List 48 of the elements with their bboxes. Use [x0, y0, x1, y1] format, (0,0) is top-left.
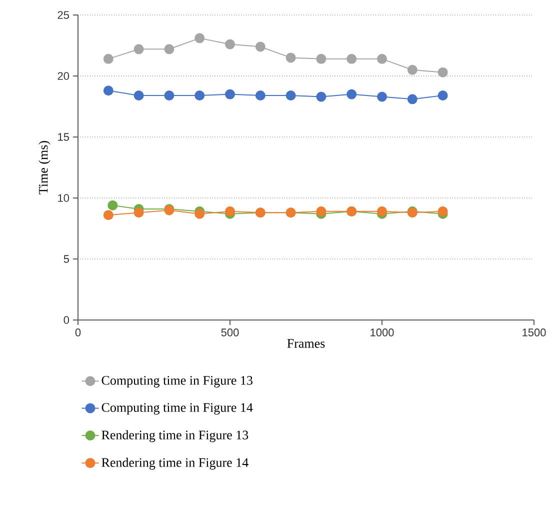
y-tick-label: 0 — [64, 316, 70, 324]
point — [316, 206, 326, 216]
point — [438, 67, 448, 78]
point — [164, 90, 174, 101]
point — [407, 64, 418, 75]
point — [286, 52, 296, 63]
point — [194, 90, 205, 101]
x-tick-label: 0 — [75, 328, 81, 336]
y-tick-label: 10 — [58, 194, 70, 202]
point — [316, 92, 326, 102]
x-tick-label: 1500 — [522, 328, 546, 336]
y-tick-label: 5 — [64, 255, 69, 263]
point — [164, 44, 174, 54]
point — [255, 42, 266, 52]
point — [194, 208, 205, 219]
point — [134, 208, 144, 218]
point — [225, 89, 236, 100]
x-tick-label: 500 — [221, 328, 239, 336]
point — [103, 210, 114, 220]
point — [346, 89, 357, 100]
point — [194, 33, 205, 44]
legend-label: Computing time in Figure 13 — [102, 376, 252, 388]
point — [316, 54, 326, 64]
y-tick-label: 20 — [58, 72, 70, 80]
x-axis-title: Frames — [287, 339, 325, 348]
x-tick-label: 1000 — [370, 328, 394, 336]
point — [255, 90, 266, 101]
point — [108, 200, 118, 210]
legend-label: Rendering time in Figure 13 — [102, 430, 248, 442]
point — [438, 206, 448, 216]
y-tick-label: 25 — [58, 11, 69, 19]
point — [286, 90, 296, 101]
point — [407, 94, 418, 104]
point — [103, 54, 114, 64]
point — [377, 54, 388, 64]
point — [225, 206, 236, 216]
y-tick-label: 15 — [58, 133, 69, 141]
point — [134, 90, 144, 101]
point — [438, 90, 448, 101]
point — [225, 39, 236, 50]
legend-label: Rendering time in Figure 14 — [102, 458, 248, 470]
point — [377, 92, 388, 102]
legend-label: Computing time in Figure 14 — [102, 403, 253, 415]
point — [346, 54, 357, 64]
point — [377, 206, 388, 216]
y-axis-title: Time (ms) — [38, 141, 50, 194]
point — [103, 86, 114, 96]
point — [134, 44, 144, 54]
